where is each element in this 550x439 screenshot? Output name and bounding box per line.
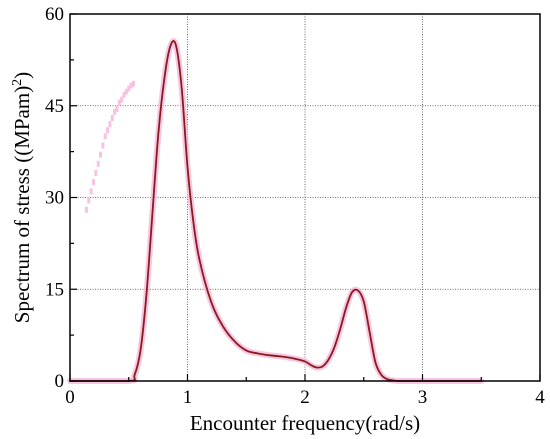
y-tick-label: 0 — [55, 371, 65, 392]
y-axis-title-main: Spectrum of stress ((MPam) — [10, 86, 34, 323]
series-layer — [67, 38, 485, 384]
ghost-point — [120, 96, 124, 103]
ghost-point — [94, 170, 98, 177]
y-tick-label: 15 — [45, 279, 64, 300]
faint-dotted-trace — [84, 80, 135, 213]
tick-marks — [69, 13, 541, 382]
ghost-point — [117, 99, 121, 106]
ghost-point — [113, 108, 117, 115]
x-tick-label: 2 — [300, 387, 310, 408]
ghost-point — [101, 142, 105, 149]
x-tick-label: 0 — [65, 387, 75, 408]
y-axis-title-superscript: 2 — [10, 79, 25, 86]
y-axis-title-close: ) — [10, 72, 34, 79]
ghost-point — [84, 206, 88, 213]
ghost-point — [115, 105, 119, 112]
ghost-point — [122, 91, 126, 98]
ghost-point — [124, 88, 128, 95]
ghost-point — [103, 133, 107, 140]
x-tick-label: 1 — [183, 387, 193, 408]
ghost-point — [99, 151, 103, 158]
ghost-point — [127, 85, 131, 92]
x-tick-label: 3 — [418, 387, 428, 408]
y-axis-title: Spectrum of stress ((MPam)2) — [10, 72, 34, 323]
x-tick-labels: 0 1 2 3 4 — [65, 387, 545, 408]
y-tick-label: 30 — [45, 188, 64, 209]
x-tick-label: 4 — [535, 387, 545, 408]
y-tick-labels: 0 15 30 45 60 — [45, 4, 64, 392]
y-tick-label: 60 — [45, 4, 64, 25]
ghost-point — [129, 82, 133, 89]
x-axis-title: Encounter frequency(rad/s) — [190, 411, 420, 435]
ghost-point — [131, 80, 135, 87]
ghost-point — [96, 160, 100, 167]
y-tick-label: 45 — [45, 96, 64, 117]
ghost-point — [89, 188, 93, 195]
series-line-glow — [67, 38, 485, 384]
ghost-point — [87, 197, 91, 204]
ghost-point — [92, 179, 95, 186]
series-line — [69, 40, 483, 382]
ghost-point — [108, 121, 112, 128]
ghost-point — [106, 127, 110, 134]
ghost-point — [110, 114, 114, 121]
